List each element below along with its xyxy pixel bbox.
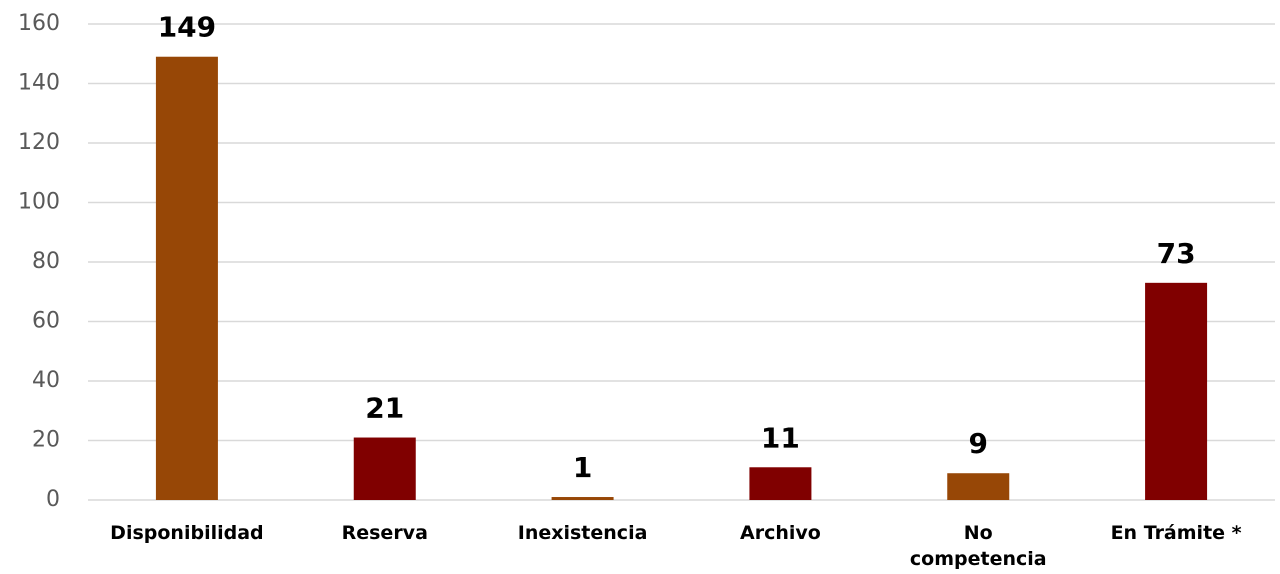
bar — [749, 467, 812, 500]
y-tick-label: 120 — [18, 130, 60, 155]
data-label: 11 — [761, 421, 800, 454]
data-label: 9 — [969, 427, 988, 460]
x-tick-label: Reserva — [341, 522, 428, 544]
y-tick-label: 160 — [18, 11, 60, 36]
data-label: 149 — [158, 11, 216, 44]
bar — [155, 56, 218, 500]
y-tick-label: 80 — [32, 249, 60, 274]
bar — [551, 497, 614, 500]
x-tick-label: Archivo — [739, 522, 821, 544]
data-label: 73 — [1157, 237, 1196, 270]
bar — [947, 473, 1010, 500]
bar — [353, 437, 416, 500]
bar — [1145, 282, 1208, 500]
y-tick-label: 60 — [32, 309, 60, 334]
data-label: 21 — [365, 392, 404, 425]
x-tick-label: Inexistencia — [517, 522, 648, 544]
x-tick-label: En Trámite * — [1110, 522, 1242, 544]
y-tick-label: 40 — [32, 368, 60, 393]
data-label: 1 — [573, 451, 592, 484]
x-tick-label: Disponibilidad — [110, 522, 264, 544]
x-tick-label: No competencia — [909, 522, 1047, 570]
y-tick-label: 0 — [46, 487, 60, 512]
y-tick-label: 100 — [18, 190, 60, 215]
y-tick-label: 140 — [18, 71, 60, 96]
y-tick-label: 20 — [32, 428, 60, 453]
